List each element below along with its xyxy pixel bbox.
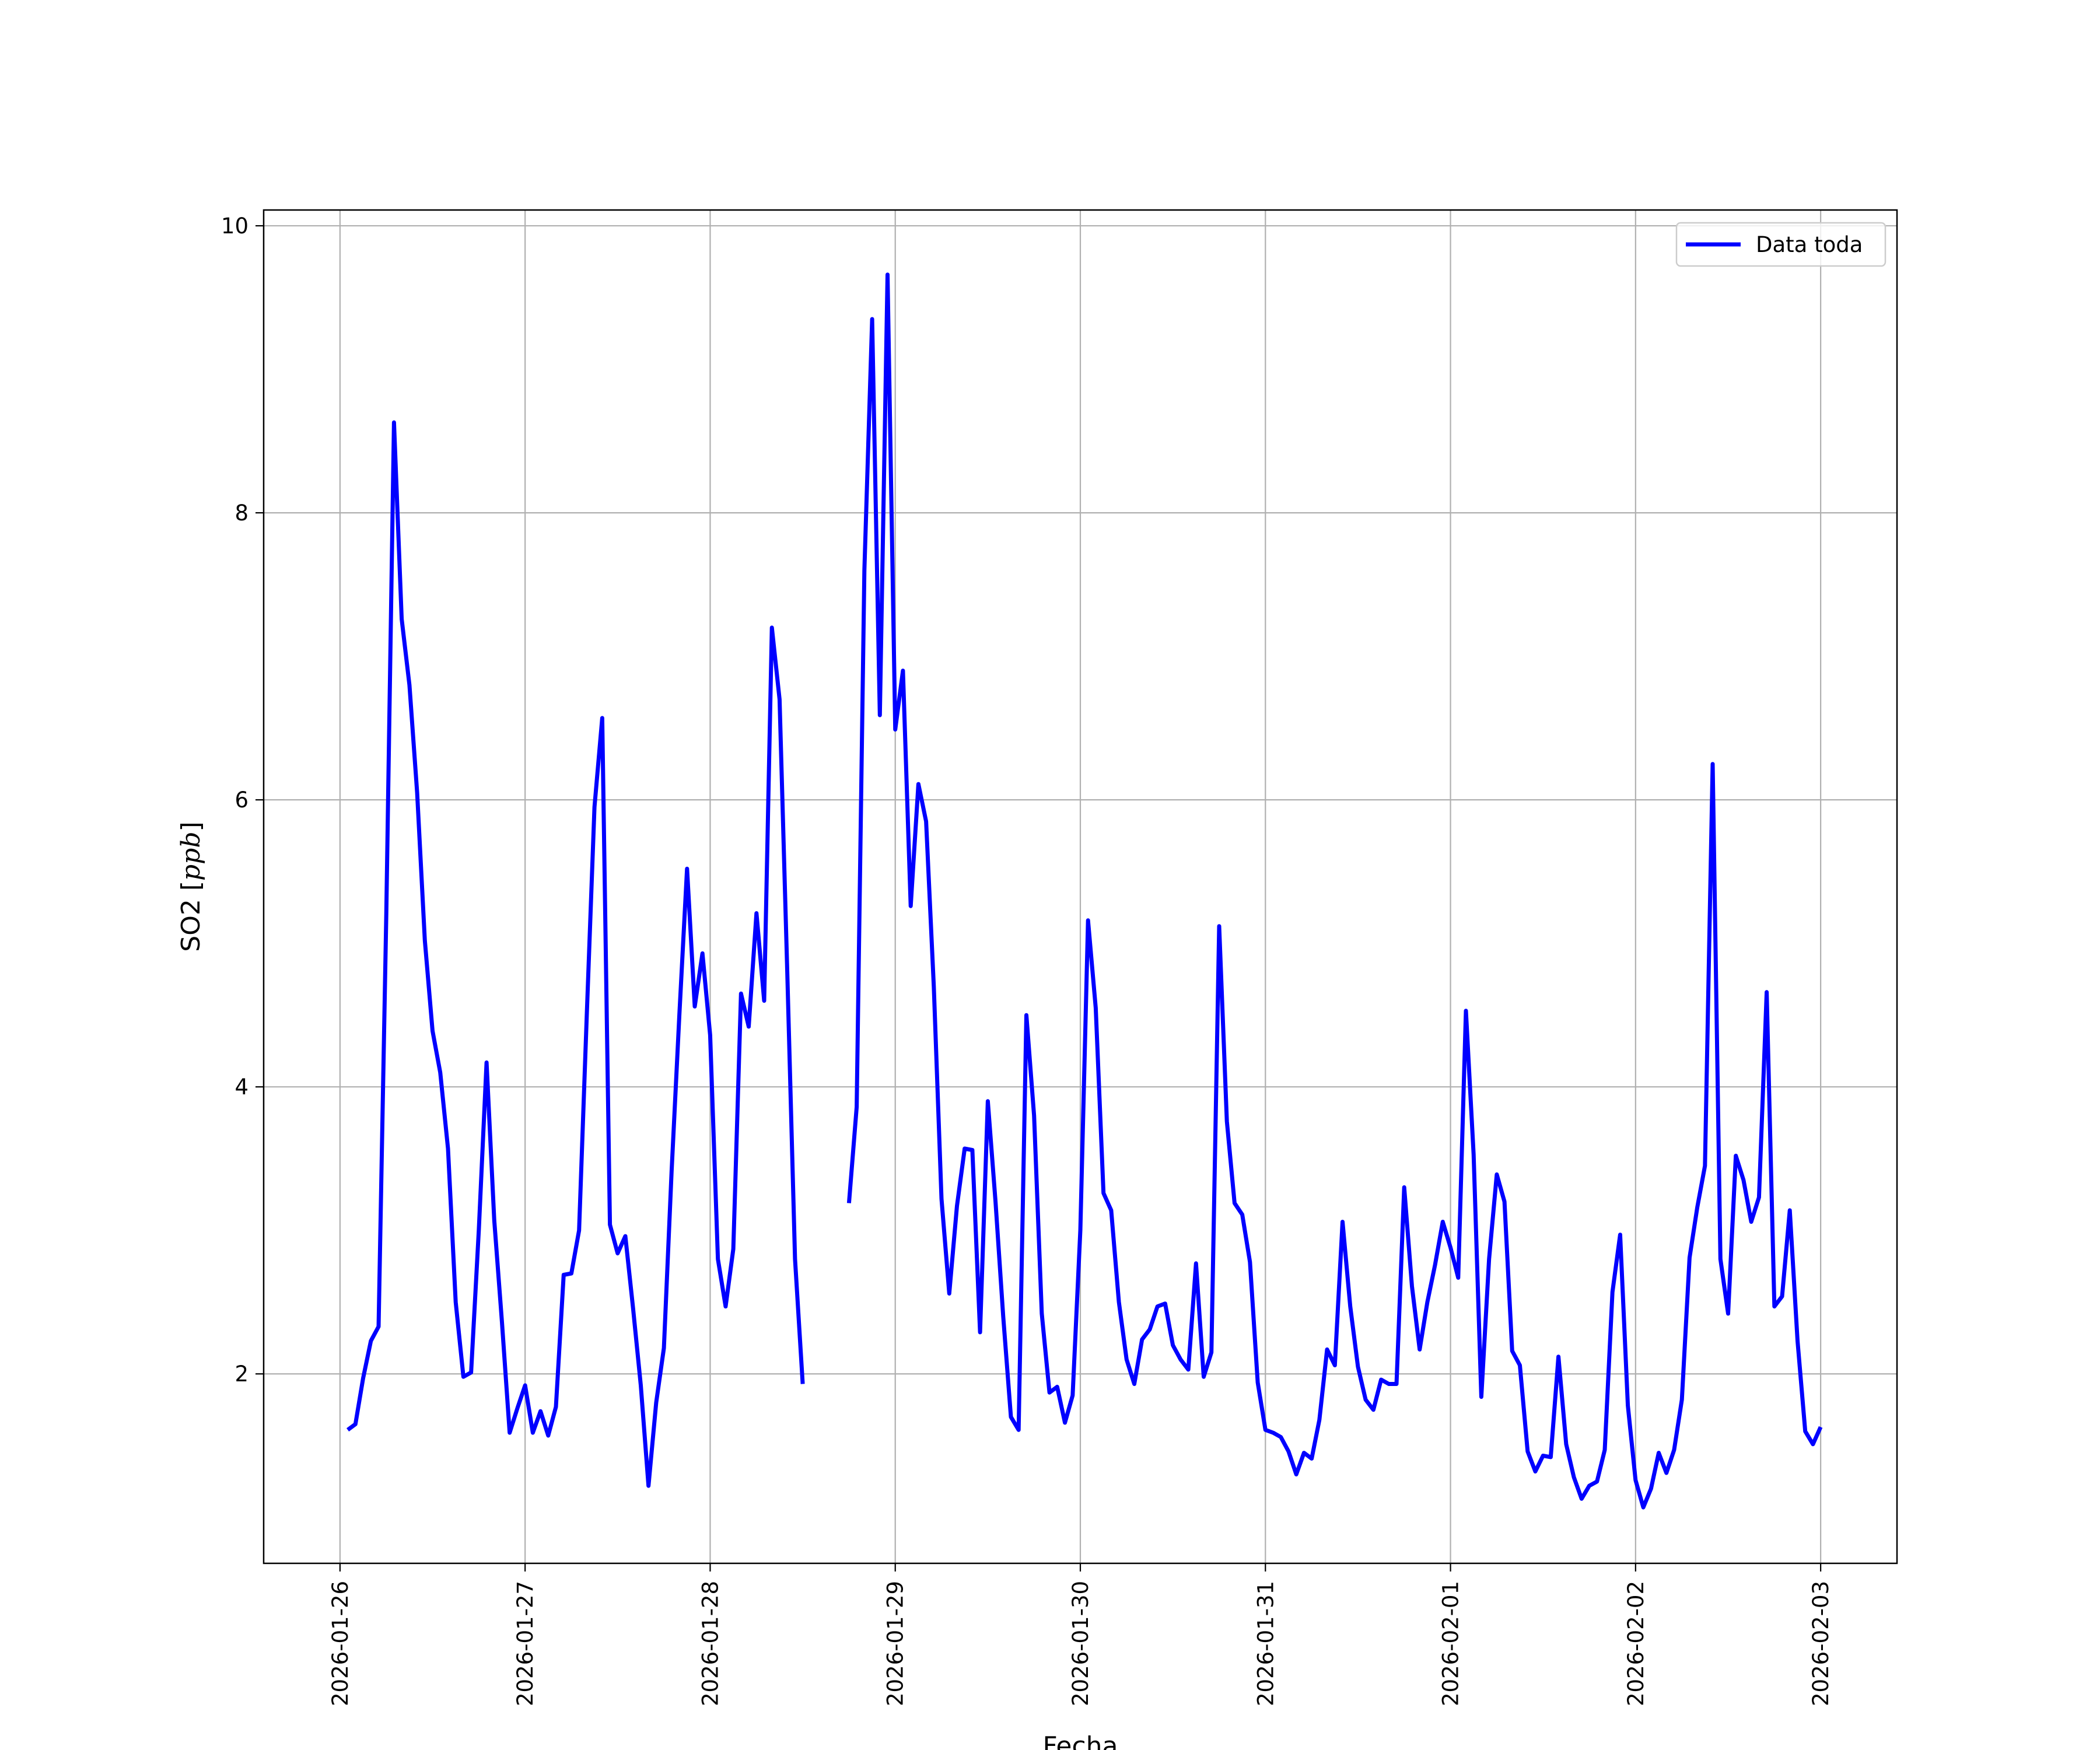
y-tick-label-4: 4 (235, 1074, 249, 1100)
x-tick-label-2026-02-01: 2026-02-01 (1438, 1581, 1464, 1706)
y-axis-title: SO2 [ppb] (176, 821, 206, 951)
grid-lines (264, 210, 1897, 1563)
legend-label-data-toda: Data toda (1756, 232, 1863, 257)
x-tick-label-2026-02-03: 2026-02-03 (1808, 1581, 1833, 1706)
series-line-data-toda-segment-1 (346, 420, 805, 1488)
x-tick-label-2026-01-28: 2026-01-28 (698, 1581, 723, 1706)
x-tick-label-2026-01-26: 2026-01-26 (328, 1581, 353, 1706)
series-line-data-toda-segment-2 (846, 272, 1823, 1510)
y-tick-label-6: 6 (235, 788, 249, 813)
series-layer (346, 272, 1823, 1510)
y-tick-label-8: 8 (235, 501, 249, 526)
y-tick-label-2: 2 (235, 1362, 249, 1387)
x-axis-title: Fecha (1042, 1731, 1118, 1750)
x-tick-label-2026-01-27: 2026-01-27 (513, 1581, 538, 1706)
legend: Data toda (1675, 222, 1887, 267)
x-tick-label-2026-01-29: 2026-01-29 (883, 1581, 908, 1706)
y-tick-label-10: 10 (221, 214, 249, 239)
x-tick-label-2026-02-02: 2026-02-02 (1623, 1581, 1648, 1706)
x-axis: 2026-01-26 2026-01-27 2026-01-28 2026-01-29… (328, 1563, 1833, 1706)
y-axis: 2 4 6 8 10 (221, 214, 264, 1387)
legend-box (1675, 222, 1887, 267)
x-tick-label-2026-01-30: 2026-01-30 (1068, 1581, 1093, 1706)
x-tick-label-2026-01-31: 2026-01-31 (1253, 1581, 1278, 1706)
